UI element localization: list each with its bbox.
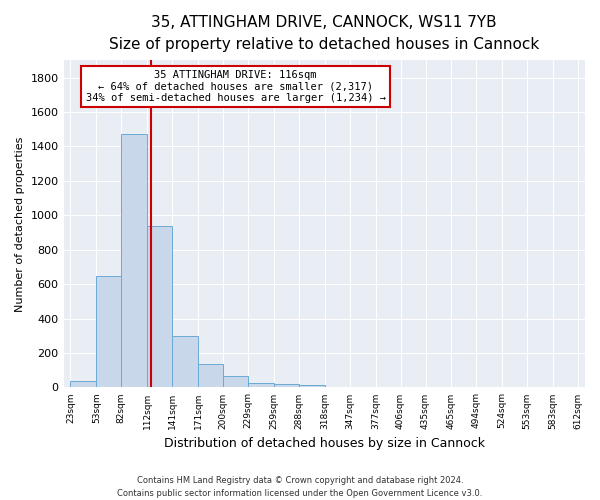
Y-axis label: Number of detached properties: Number of detached properties [15,136,25,312]
Text: 35 ATTINGHAM DRIVE: 116sqm
← 64% of detached houses are smaller (2,317)
34% of s: 35 ATTINGHAM DRIVE: 116sqm ← 64% of deta… [86,70,386,103]
Bar [248,383,274,388]
Bar [172,336,198,388]
Bar [325,386,350,388]
Bar [223,376,248,388]
Bar [376,387,401,388]
Bar [96,276,121,388]
Bar [70,380,96,388]
Bar [274,384,299,388]
Title: 35, ATTINGHAM DRIVE, CANNOCK, WS11 7YB
Size of property relative to detached hou: 35, ATTINGHAM DRIVE, CANNOCK, WS11 7YB S… [109,15,539,52]
Bar [121,134,147,388]
Text: Contains HM Land Registry data © Crown copyright and database right 2024.
Contai: Contains HM Land Registry data © Crown c… [118,476,482,498]
Bar [198,364,223,388]
X-axis label: Distribution of detached houses by size in Cannock: Distribution of detached houses by size … [164,437,485,450]
Bar [147,226,172,388]
Bar [350,386,376,388]
Bar [299,385,325,388]
